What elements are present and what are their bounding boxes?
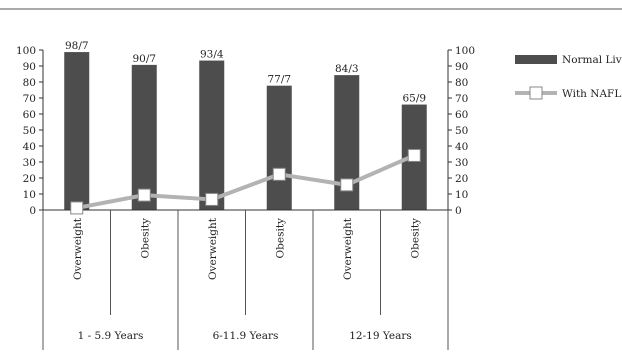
bar-label-5: 65/9 [402,93,426,105]
category-label-2: Overweight [207,217,219,280]
right-tick-label-3: 30 [455,157,468,169]
bar-label-0: 98/7 [65,40,89,52]
bar-label-3: 77/7 [267,74,291,86]
right-tick-label-7: 70 [455,93,468,105]
left-tick-label-4: 40 [23,141,36,153]
legend-label-normal-live: Normal Live [562,54,622,66]
left-tick-label-2: 20 [23,173,36,185]
right-tick-label-1: 10 [455,189,468,201]
bar-label-1: 90/7 [132,53,156,65]
right-tick-label-8: 80 [455,77,468,89]
left-tick-label-8: 80 [23,77,36,89]
right-tick-label-10: 100 [455,45,475,57]
bar-3 [266,85,292,210]
bar-0 [64,52,90,210]
left-tick-label-1: 10 [23,189,36,201]
right-tick-label-2: 20 [455,173,468,185]
right-tick-label-4: 40 [455,141,468,153]
category-label-1: Obesity [139,218,151,259]
left-tick-label-9: 90 [23,61,36,73]
category-label-0: Overweight [72,217,84,280]
bar-2 [199,60,225,211]
legend-swatch-with-nafld-marker [529,86,543,100]
bar-label-4: 84/3 [335,63,359,75]
left-tick-label-5: 50 [23,125,36,137]
right-tick-label-6: 60 [455,109,468,121]
legend-label-with-nafld: With NAFLD [562,88,622,100]
nafld-line [70,148,421,215]
category-label-4: Overweight [342,217,354,280]
left-tick-label-0: 0 [29,205,36,217]
left-tick-label-6: 60 [23,109,36,121]
bar-1 [131,64,157,210]
bar-label-2: 93/4 [200,49,224,61]
right-tick-label-5: 50 [455,125,468,137]
category-label-3: Obesity [274,218,286,259]
nafld-point-5 [407,148,421,162]
right-axis: 0 10 20 30 40 50 60 70 80 90 100 [447,45,475,217]
left-axis: 0 10 20 30 40 50 60 70 80 90 100 [16,45,44,217]
left-tick-label-3: 30 [23,157,36,169]
group-label-1: 6-11.9 Years [213,330,279,342]
nafld-point-3 [272,167,286,181]
legend: Normal Live With NAFLD [515,54,622,100]
category-axis: Overweight Obesity Overweight Obesity Overwe… [42,210,449,350]
nafld-point-0 [70,201,84,215]
right-tick-label-9: 90 [455,61,468,73]
nafld-point-2 [205,192,219,206]
left-tick-label-7: 70 [23,93,36,105]
group-label-0: 1 - 5.9 Years [78,330,144,342]
category-label-5: Obesity [409,218,421,259]
nafld-point-1 [137,188,151,202]
nafld-line-path [76,153,416,210]
legend-swatch-normal-live [515,55,557,64]
nafld-point-4 [340,178,354,192]
right-tick-label-0: 0 [455,205,462,217]
group-label-2: 12-19 Years [349,330,412,342]
bar-labels: 98/7 90/7 93/4 77/7 84/3 65/9 [65,40,426,104]
left-tick-label-10: 100 [16,45,36,57]
